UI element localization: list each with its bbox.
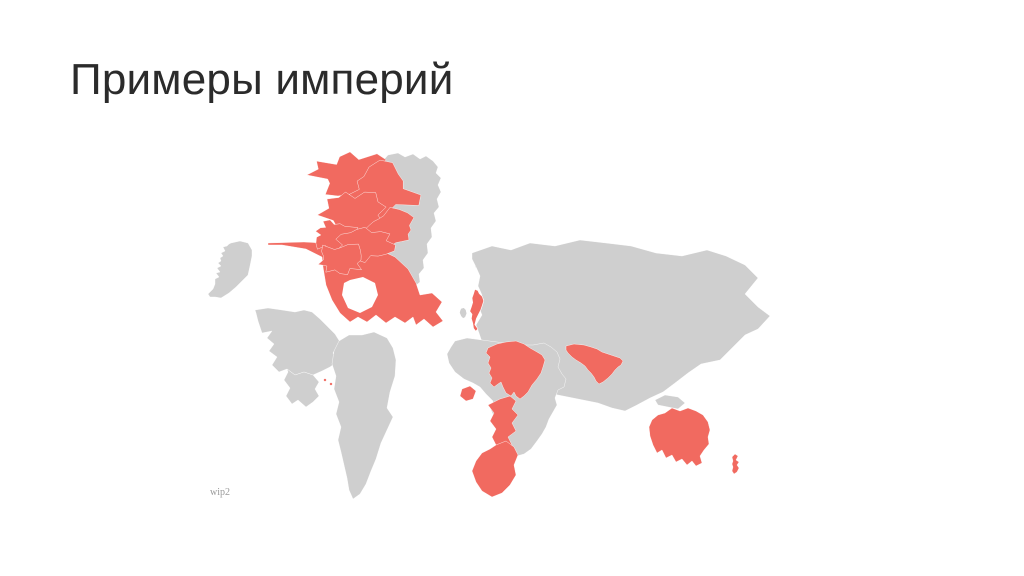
svg-text:wip2: wip2 [210,487,230,498]
